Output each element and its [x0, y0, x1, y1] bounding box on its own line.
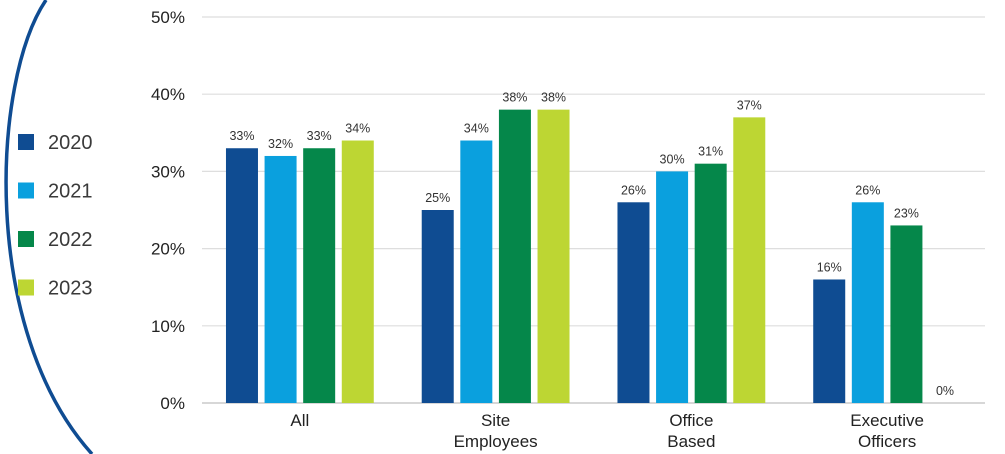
bar-2021 — [851, 202, 884, 403]
bar-2022 — [890, 225, 923, 403]
y-tick-label: 50% — [151, 8, 185, 27]
bar-2020 — [225, 148, 258, 403]
data-label: 26% — [621, 183, 646, 197]
category-label: Site — [481, 411, 510, 430]
data-label: 25% — [425, 191, 450, 205]
bar-2020 — [421, 210, 454, 403]
data-label: 37% — [737, 98, 762, 112]
data-label: 38% — [502, 91, 527, 105]
data-label: 0% — [936, 384, 954, 398]
data-label: 30% — [660, 152, 685, 166]
category-label: Based — [667, 432, 715, 451]
legend-label: 2020 — [48, 132, 93, 154]
bar-2022 — [498, 109, 531, 403]
decorative-arc — [4, 0, 94, 454]
y-tick-label: 40% — [151, 85, 185, 104]
legend: 2020 2021 2022 2023 — [18, 132, 93, 300]
data-label: 33% — [229, 129, 254, 143]
bar-2021 — [264, 155, 297, 403]
y-tick-label: 10% — [151, 317, 185, 336]
legend-label: 2023 — [48, 278, 93, 300]
bar-2021 — [460, 140, 493, 403]
data-label: 32% — [268, 137, 293, 151]
bar-2022 — [694, 163, 727, 403]
bar-2022 — [303, 148, 336, 403]
data-label: 34% — [464, 122, 489, 136]
y-tick-label: 20% — [151, 240, 185, 259]
bar-2023 — [537, 109, 570, 403]
bars — [225, 109, 923, 404]
category-label: Employees — [454, 432, 538, 451]
data-labels: 33% 32% 33% 34% 25% 34% 38% 38% 26% 30% 31% 37% 16% 2… — [229, 91, 954, 398]
legend-swatch — [18, 231, 34, 247]
legend-swatch — [18, 182, 34, 199]
bar-2023 — [341, 140, 374, 403]
category-label: All — [290, 411, 309, 430]
legend-swatch — [18, 134, 34, 150]
y-tick-label: 0% — [160, 394, 185, 413]
category-label: Office — [669, 411, 713, 430]
data-label: 38% — [541, 91, 566, 105]
category-label: Executive — [850, 411, 924, 430]
data-label: 23% — [894, 206, 919, 220]
data-label: 26% — [855, 183, 880, 197]
bar-2023 — [733, 117, 766, 404]
bar-2020 — [813, 279, 846, 403]
legend-swatch — [18, 279, 34, 296]
data-label: 33% — [307, 129, 332, 143]
legend-label: 2022 — [48, 229, 93, 251]
bar-2021 — [656, 171, 689, 403]
x-axis-categories: All Site Employees Office Based Executive Offi… — [290, 411, 924, 451]
data-label: 34% — [345, 122, 370, 136]
y-tick-label: 30% — [151, 162, 185, 181]
y-axis-ticks: 0% 10% 20% 30% 40% 50% — [151, 8, 185, 413]
legend-label: 2021 — [48, 181, 93, 203]
bar-2020 — [617, 202, 650, 403]
data-label: 16% — [817, 260, 842, 274]
data-label: 31% — [698, 145, 723, 159]
category-label: Officers — [858, 432, 916, 451]
